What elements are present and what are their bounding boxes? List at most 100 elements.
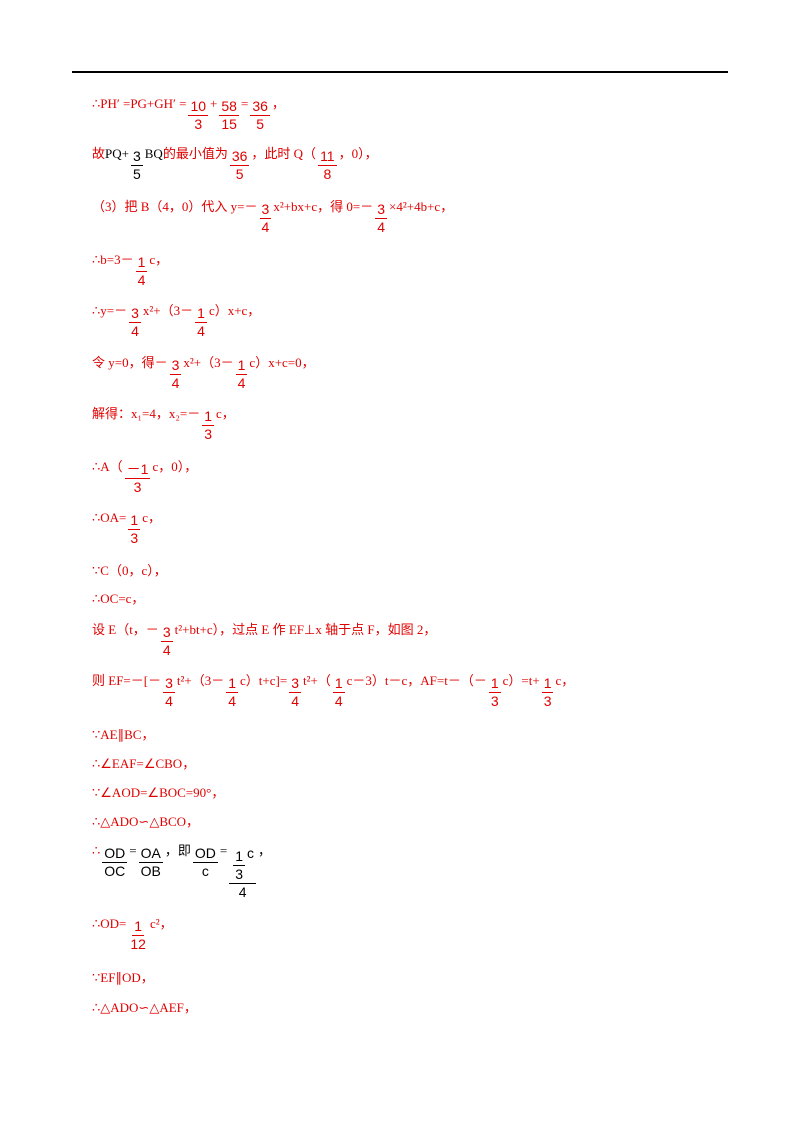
numerator: 58	[219, 98, 239, 116]
fraction: －1 3	[124, 461, 151, 496]
text: ，	[271, 96, 285, 111]
fraction: OD c	[192, 845, 218, 880]
text: c²，	[149, 916, 173, 931]
math-line: 令 y=0，得－ 3 4 x²+（3－ 1 4 c）x+c=0，	[92, 355, 315, 392]
denominator: 8	[323, 166, 332, 182]
text: c，	[216, 406, 235, 421]
numerator: 1	[226, 675, 239, 693]
text: ∴y=－	[92, 303, 128, 318]
fraction: 11 8	[318, 148, 337, 183]
text: BQ	[144, 146, 163, 161]
numerator: OD	[102, 845, 128, 863]
denominator: 3	[133, 479, 142, 495]
fraction: 10 3	[188, 98, 209, 133]
math-line: ∴OA= 1 3 c，	[92, 510, 161, 547]
denominator: 5	[256, 116, 264, 132]
numerator: 36	[229, 148, 250, 166]
numerator: －1	[124, 461, 151, 479]
math-line: 设 E（t，－ 3 4 t²+bt+c），过点 E 作 EF⊥x 轴于点 F，如图 2…	[92, 622, 436, 659]
numerator: 3	[129, 305, 141, 323]
fraction: 36 5	[250, 98, 270, 133]
text: 则 EF=－[－	[92, 673, 162, 688]
math-line: ∵C（0，c），	[92, 563, 167, 579]
math-line: ∴ OD OC = OA OB ，即 OD c = 1 3 c 4，	[92, 843, 271, 901]
text: t²+（	[302, 673, 331, 688]
numerator: 1	[195, 305, 207, 323]
numerator: 3	[169, 357, 182, 375]
math-line: ∴y=－ 3 4 x²+（3－ 1 4 c）x+c，	[92, 303, 260, 340]
numerator: 1	[332, 675, 345, 693]
text: c，	[555, 673, 575, 688]
text: ∵EF∥OD，	[92, 970, 154, 985]
text: ，此时 Q（	[251, 146, 317, 161]
math-line: ∴△ADO∽△BCO，	[92, 814, 199, 830]
denominator: 4	[137, 272, 146, 288]
text: ∴△ADO∽△BCO，	[92, 814, 200, 829]
header-rule	[72, 71, 728, 73]
numerator: 11	[318, 148, 337, 166]
numerator: 1	[541, 675, 554, 693]
math-line: ∴A（ －1 3 c，0），	[92, 459, 197, 496]
denominator: 3	[130, 530, 139, 546]
text: ∴A（	[92, 459, 123, 474]
math-line: ∴OD= 1 12 c²，	[92, 916, 173, 953]
text: ∴	[92, 843, 101, 858]
text: ∴PH′ =PG+GH′ =	[92, 96, 187, 111]
text: ×4²+4b+c，	[389, 199, 454, 214]
text: +	[210, 96, 218, 111]
denominator: 4	[238, 884, 247, 900]
text: c，	[142, 510, 161, 525]
text: ∵AE∥BC，	[92, 727, 155, 742]
math-line: ∴△ADO∽△AEF，	[92, 1000, 197, 1016]
math-line: ∵AE∥BC，	[92, 727, 154, 743]
denominator: OB	[140, 863, 161, 879]
text: c	[247, 845, 255, 861]
numerator: 1	[233, 848, 246, 866]
text: 的最小值为	[162, 146, 228, 161]
text: PQ+	[105, 146, 129, 161]
math-line: ∴b=3－ 1 4 c，	[92, 252, 168, 289]
numerator: 3	[375, 201, 388, 219]
text: =	[129, 843, 137, 858]
denominator: 3	[194, 116, 203, 132]
text: x²+bx+c，得 0=－	[273, 199, 374, 214]
math-line: ∴∠EAF=∠CBO，	[92, 756, 195, 772]
math-line: ∵EF∥OD，	[92, 970, 154, 986]
numerator: OA	[138, 845, 163, 863]
math-line: ∴OC=c，	[92, 591, 144, 607]
numerator: 3	[160, 624, 173, 642]
text: =	[240, 96, 249, 111]
numerator: 3	[259, 201, 272, 219]
denominator: 4	[197, 323, 205, 339]
text: t²+bt+c），过点 E 作 EF⊥x 轴于点 F，如图 2，	[174, 622, 437, 637]
text: ∴△ADO∽△AEF，	[92, 1000, 197, 1015]
math-line: 则 EF=－[－ 3 4 t²+（3－ 1 4 c）t+c]= 3 4 t²+（ 1 4 c－3）t－c…	[92, 673, 574, 710]
text: ∴OA=	[92, 510, 127, 525]
denominator: 3	[204, 426, 213, 442]
text: x²+（3－	[183, 355, 234, 370]
text: 令 y=0，得－	[92, 355, 168, 370]
text: c，0），	[152, 459, 198, 474]
denominator: 4	[131, 323, 139, 339]
denominator: 15	[221, 116, 237, 132]
text: ∵∠AOD=∠BOC=90°，	[92, 785, 225, 800]
text: ∴OD=	[92, 916, 127, 931]
denominator: 4	[162, 642, 171, 658]
math-line: （3）把 B（4，0）代入 y=－ 3 4 x²+bx+c，得 0=－ 3 4 ×4²+4b…	[92, 199, 453, 236]
denominator: 4	[228, 693, 237, 709]
numerator: OD	[192, 845, 218, 863]
